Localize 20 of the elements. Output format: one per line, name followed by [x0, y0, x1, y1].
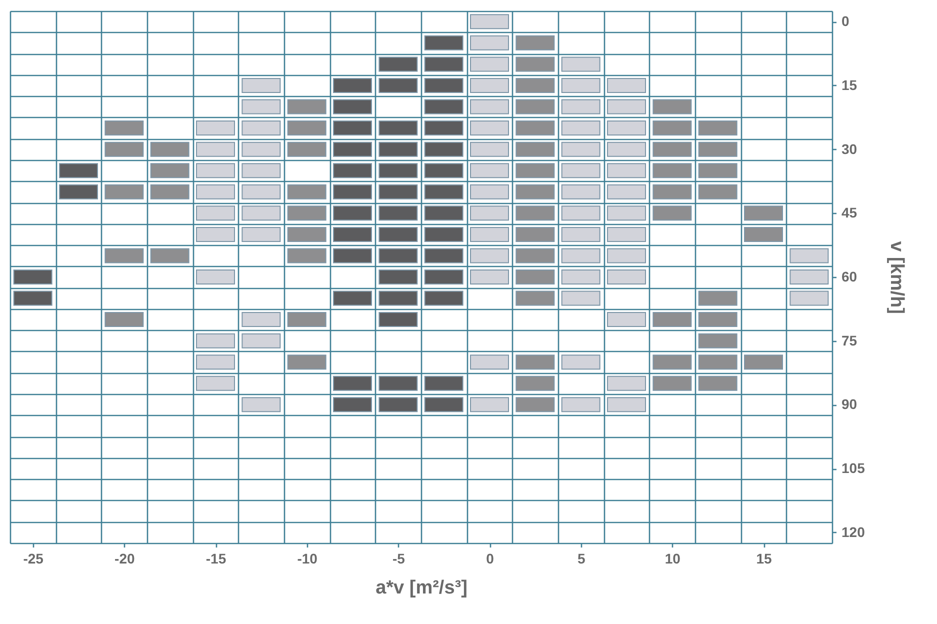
x-tick-label: -5: [392, 550, 406, 566]
y-tick-label: 120: [842, 524, 866, 540]
x-tick-label: -15: [206, 550, 226, 566]
x-tick-label: 10: [664, 550, 681, 566]
y-tick-label: 60: [842, 268, 858, 284]
x-axis-title: a*v [m²/s³]: [376, 578, 468, 598]
y-tick-label: 15: [842, 76, 858, 93]
y-tick-label: 75: [842, 332, 858, 348]
x-tick-label: 0: [486, 550, 494, 566]
x-tick-label: 5: [577, 550, 586, 566]
y-tick-label: 30: [842, 140, 858, 157]
y-tick-label: 45: [842, 204, 858, 221]
y-tick-label: 0: [842, 13, 850, 30]
y-axis-title: v [km/h]: [886, 241, 907, 314]
y-tick-label: 105: [842, 460, 866, 476]
y-tick-label: 90: [842, 396, 858, 412]
x-tick-label: 15: [756, 550, 772, 566]
x-tick-label: -20: [114, 550, 135, 566]
x-tick-label: -25: [23, 550, 44, 566]
x-tick-label: -10: [297, 550, 318, 566]
